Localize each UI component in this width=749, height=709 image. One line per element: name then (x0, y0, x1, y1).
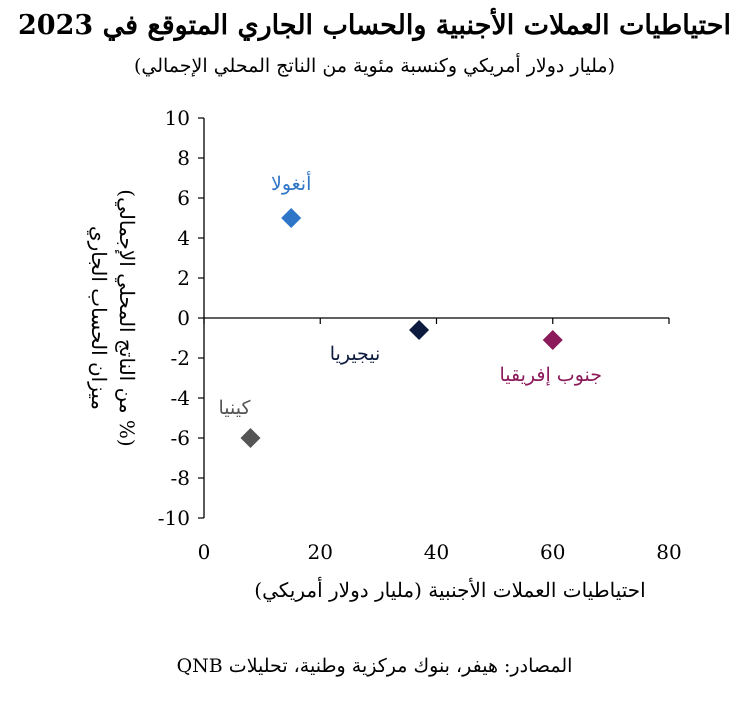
y-tick-label: -8 (171, 466, 190, 490)
y-axis-label-line1: ميزان الحساب الجاري (87, 226, 111, 410)
point-label: نيجيريا (330, 343, 381, 365)
y-tick-label: -2 (171, 346, 190, 370)
x-tick-label: 20 (308, 540, 333, 564)
y-tick-label: -10 (158, 506, 190, 530)
y-axis-label-line2: (% من الناتج المحلي الإجمالي) (114, 189, 139, 446)
chart-subtitle: (مليار دولار أمريكي وكنسبة مئوية من النا… (133, 55, 616, 77)
point-label: كينيا (218, 397, 251, 419)
chart-title: احتياطيات العملات الأجنبية والحساب الجار… (18, 10, 731, 41)
point-label: جنوب إفريقيا (500, 364, 603, 386)
x-tick-label: 60 (540, 540, 565, 564)
data-point (240, 428, 261, 448)
data-point (542, 330, 563, 350)
y-tick-label: 6 (177, 186, 190, 210)
y-tick-label: 8 (177, 146, 190, 170)
y-tick-label: 2 (177, 266, 190, 290)
y-tick-label: 10 (165, 106, 190, 130)
source-note: المصادر: هيفر، بنوك مركزية وطنية، تحليلا… (176, 655, 573, 677)
y-tick-label: -6 (171, 426, 190, 450)
y-tick-label: -4 (171, 386, 190, 410)
y-tick-label: 0 (177, 306, 190, 330)
y-tick-label: 4 (177, 226, 190, 250)
data-point (281, 208, 302, 228)
x-tick-label: 80 (656, 540, 681, 564)
axes (198, 117, 670, 519)
data-points (240, 208, 563, 448)
data-point (409, 320, 430, 340)
point-label: أنغولا (271, 170, 311, 195)
point-labels: أنغولا نيجيريا جنوب إفريقيا كينيا (218, 170, 602, 419)
x-axis-label: احتياطيات العملات الأجنبية (مليار دولار … (254, 576, 645, 602)
x-tick-label: 0 (198, 540, 211, 564)
x-tick-label: 40 (424, 540, 449, 564)
